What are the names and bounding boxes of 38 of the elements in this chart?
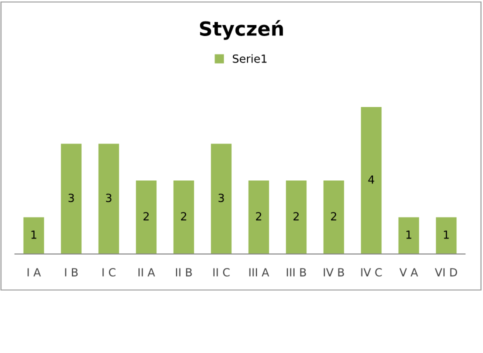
- bar: [398, 217, 420, 254]
- x-tick-label: IV C: [361, 268, 382, 276]
- bar: [173, 180, 194, 254]
- bar: [23, 217, 44, 254]
- x-tick-label: II A: [138, 268, 155, 276]
- x-tick-label: VI D: [434, 268, 458, 276]
- x-tick-label: II B: [176, 268, 192, 276]
- bar: [248, 180, 270, 254]
- data-label: 2: [331, 212, 336, 220]
- chart-title: Styczeń: [200, 20, 283, 40]
- x-tick-label: V A: [399, 268, 418, 276]
- x-tick-label: I A: [28, 268, 41, 276]
- bar: [60, 144, 82, 254]
- data-label: 3: [106, 194, 112, 202]
- x-tick-label: II C: [213, 268, 230, 276]
- x-tick-label: IV B: [324, 268, 344, 276]
- x-tick-label: III A: [249, 268, 270, 276]
- data-label: 1: [406, 230, 412, 239]
- data-label: 4: [368, 175, 374, 184]
- bar: [323, 180, 344, 254]
- data-label: 1: [444, 230, 449, 239]
- data-label: 3: [218, 194, 224, 202]
- bar: [360, 107, 382, 254]
- data-label: 2: [256, 212, 262, 220]
- legend-label: Serie1: [232, 54, 267, 63]
- data-label: 1: [31, 230, 36, 239]
- bar: [98, 144, 120, 254]
- bar: [210, 144, 232, 254]
- bar: [436, 217, 457, 254]
- x-tick-label: I B: [65, 268, 78, 276]
- bar: [136, 180, 157, 254]
- data-label: 2: [181, 212, 186, 220]
- x-tick-label: I C: [102, 268, 116, 276]
- data-label: 3: [68, 194, 74, 202]
- data-label: 2: [144, 212, 149, 220]
- data-label: 2: [294, 212, 299, 220]
- bar: [286, 180, 307, 254]
- x-tick-label: III B: [286, 268, 306, 276]
